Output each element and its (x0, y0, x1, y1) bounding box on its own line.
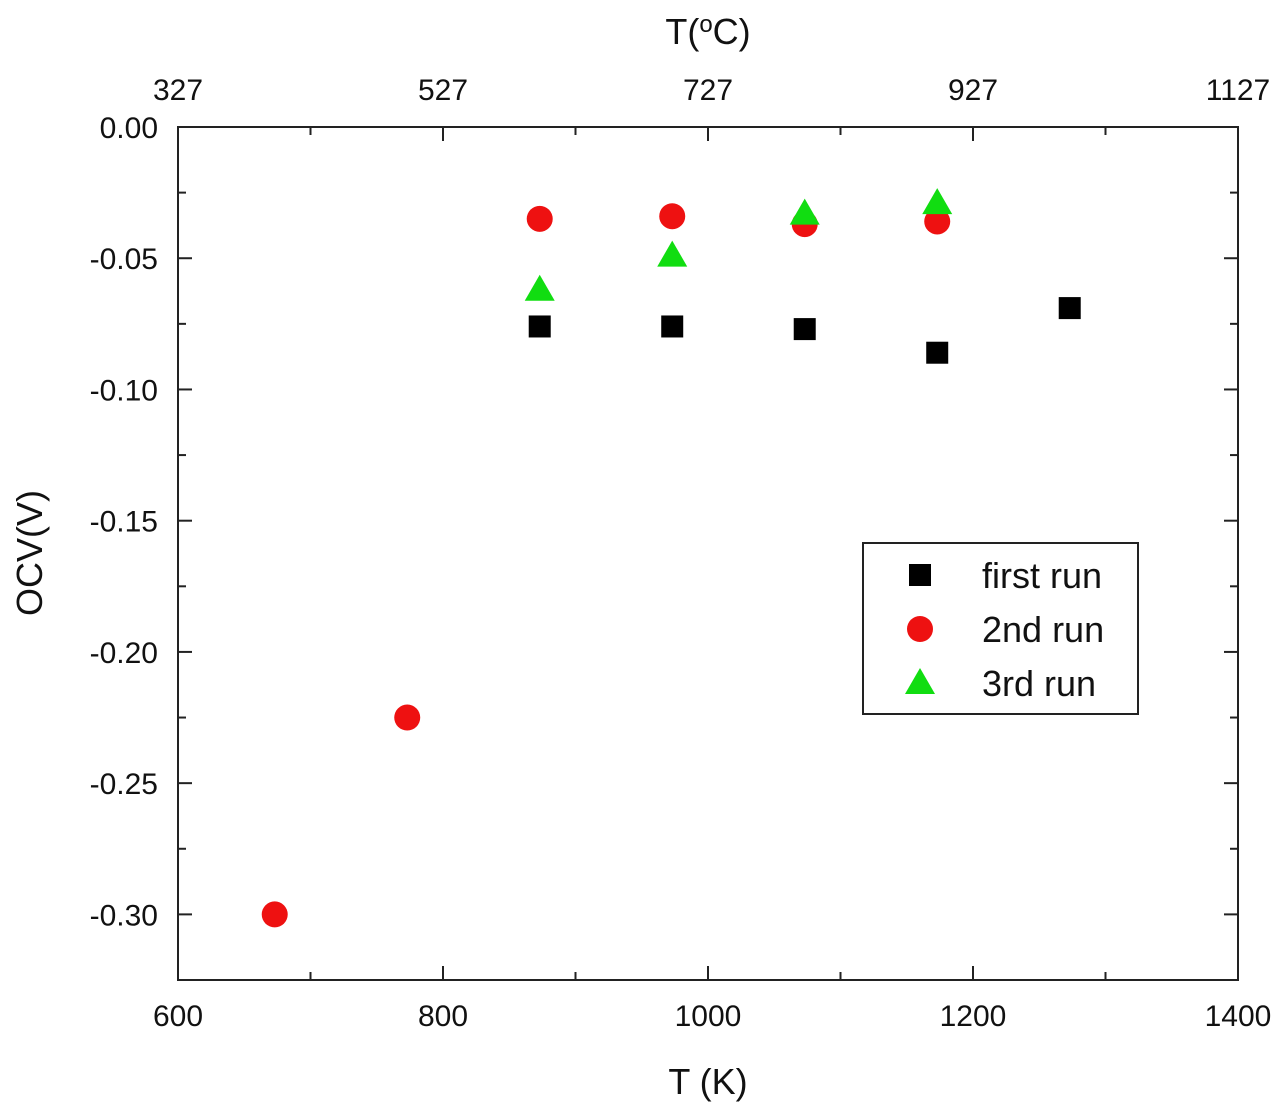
y-tick-label: -0.25 (90, 768, 158, 801)
legend-marker (905, 668, 935, 694)
x-axis-label: T (K) (668, 1061, 747, 1102)
top-x-axis-label: T(oC) (665, 11, 750, 52)
y-tick-label: -0.10 (90, 374, 158, 407)
x-tick-label: 1200 (940, 1000, 1007, 1033)
y-axis-label: OCV(V) (9, 490, 50, 616)
data-point (789, 198, 820, 225)
x-tick-label: 1400 (1205, 1000, 1272, 1033)
data-point (793, 318, 816, 341)
series-3rd-run (524, 188, 953, 301)
top-x-tick-label: 527 (418, 74, 468, 107)
y-tick-label: -0.30 (90, 899, 158, 932)
x-tick-label: 600 (153, 1000, 203, 1033)
data-point (261, 901, 288, 928)
legend-marker (909, 564, 931, 586)
data-point (659, 203, 686, 230)
x-tick-label: 800 (418, 1000, 468, 1033)
data-point (1058, 297, 1081, 320)
data-point (526, 205, 553, 232)
y-tick-label: 0.00 (100, 112, 158, 145)
data-point (926, 341, 949, 364)
legend: first run 2nd run 3rd run (862, 542, 1139, 715)
series-first-run (528, 297, 1081, 364)
x-tick-label: 1000 (675, 1000, 742, 1033)
y-tick-label: -0.20 (90, 637, 158, 670)
legend-marker (907, 616, 933, 642)
data-point (922, 188, 953, 215)
top-x-tick-label: 727 (683, 74, 733, 107)
legend-label: 3rd run (982, 663, 1096, 704)
data-point (661, 315, 684, 338)
top-x-tick-label: 1127 (1206, 74, 1271, 107)
y-tick-label: -0.05 (90, 243, 158, 276)
series-2nd-run (261, 203, 951, 928)
data-point (924, 208, 951, 235)
data-point (657, 240, 688, 267)
data-point (394, 704, 421, 731)
top-x-tick-label: 927 (948, 74, 998, 107)
legend-label: first run (982, 555, 1102, 596)
legend-label: 2nd run (982, 609, 1104, 650)
top-x-tick-label: 327 (153, 74, 203, 107)
data-point (524, 274, 555, 301)
data-point (528, 315, 551, 338)
y-tick-label: -0.15 (90, 506, 158, 539)
